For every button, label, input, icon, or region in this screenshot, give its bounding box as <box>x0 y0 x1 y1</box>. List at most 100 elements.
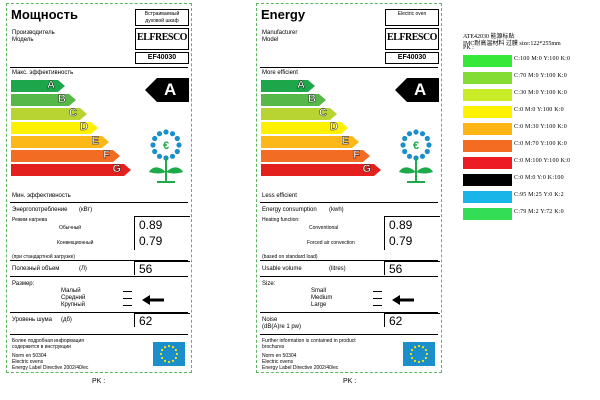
grade-arrow-d: D <box>11 122 98 134</box>
energy-unit: (kwh) <box>329 207 344 213</box>
standard-load-label: (при стандартной загрузке) <box>12 254 76 260</box>
spec-header: ATE42030 能源标贴 <box>463 34 515 40</box>
size-tick <box>123 305 132 306</box>
size-large-label: Large <box>311 302 327 308</box>
norm-text: Norm en 50304 <box>262 353 297 359</box>
model-label: Model <box>262 37 279 43</box>
conventional-label: Обычный <box>59 225 82 231</box>
divider <box>10 312 188 313</box>
cmyk-value: C:95 M:25 Y:0 K:2 <box>514 192 564 198</box>
grade-letter: E <box>341 135 349 147</box>
grade-letter: B <box>308 93 316 105</box>
size-tick <box>373 291 382 292</box>
noise-value-box <box>134 313 190 327</box>
size-medium-label: Medium <box>311 295 333 301</box>
divider <box>260 334 438 335</box>
eu-flag-icon <box>403 342 435 366</box>
eu-flag-icon <box>153 342 185 366</box>
size-small-label: Малый <box>61 288 81 294</box>
swatch-row: C:100 M:0 Y:100 K:0 <box>463 55 599 69</box>
caption-right: PK : <box>343 378 357 385</box>
energy-values-box <box>384 216 440 250</box>
size-tick <box>373 298 382 299</box>
less-efficient-text: Мин. эффективность <box>12 193 71 199</box>
noise-value-box <box>384 313 440 327</box>
noise-value: 62 <box>139 314 153 328</box>
swatch-row: C:0 M:0 Y:100 K:0 <box>463 106 599 120</box>
noise-unit: (dB(A)re 1 pw) <box>262 324 302 330</box>
grade-arrow-b: B <box>261 94 326 106</box>
swatch-row: C:70 M:0 Y:100 K:0 <box>463 72 599 86</box>
cmyk-value: C:30 M:0 Y:100 K:0 <box>514 90 567 96</box>
cmyk-value: C:0 M:100 Y:100 K:0 <box>514 158 571 164</box>
cmyk-value: C:100 M:0 Y:100 K:0 <box>514 56 571 62</box>
label-title: Energy <box>261 7 306 22</box>
energy-values-box <box>134 216 190 250</box>
spec-material: IMC耐高温材料 过膜 size:122*255mm <box>463 41 561 47</box>
model-label: Модель <box>12 37 34 43</box>
norm-subtext: Electric ovens <box>12 359 44 365</box>
volume-unit: (Л) <box>79 266 87 272</box>
swatch-row: C:0 M:30 Y:100 K:0 <box>463 123 599 137</box>
category-box: Встраиваемый духовой шкаф <box>135 9 189 26</box>
noise-label: Уровень шума <box>12 317 52 323</box>
directive-text: Energy Label Directive 2002/40/ec <box>12 365 89 371</box>
swatch-row: C:95 M:25 Y:0 K:2 <box>463 191 599 205</box>
grade-letter: F <box>103 149 110 161</box>
color-swatch <box>463 106 512 118</box>
grade-letter: E <box>91 135 99 147</box>
more-efficient-text: More efficient <box>262 70 298 76</box>
grade-letter: F <box>353 149 360 161</box>
class-letter: A <box>414 80 427 99</box>
size-tick <box>123 291 132 292</box>
energy-consumption-label: Energy consumption <box>262 207 317 213</box>
color-swatch <box>463 208 512 220</box>
divider <box>260 67 438 68</box>
size-label: Size: <box>262 281 276 287</box>
grade-letter: B <box>58 93 66 105</box>
size-medium-label: Средний <box>61 295 86 301</box>
color-swatch <box>463 157 512 169</box>
grade-arrow-d: D <box>261 122 348 134</box>
brand-logo: ELFRESCO <box>137 32 187 43</box>
class-indicator-arrow: A <box>145 78 189 102</box>
cmyk-value: C:70 M:0 Y:100 K:0 <box>514 73 567 79</box>
color-swatch <box>463 123 512 135</box>
size-arrow-icon <box>392 292 414 305</box>
divider <box>10 334 188 335</box>
category-box: Electric oven <box>385 9 439 26</box>
divider <box>260 276 438 277</box>
divider <box>10 202 188 203</box>
eco-flower-icon: € <box>143 128 189 186</box>
grade-arrow-g: G <box>11 164 131 176</box>
energy-label-russian: Мощность Производитель Модель Встраиваемый … <box>6 3 192 373</box>
forced-air-label: Конвекционный <box>57 240 94 246</box>
grade-arrow-c: C <box>261 108 337 120</box>
grade-arrow-b: B <box>11 94 76 106</box>
divider <box>260 202 438 203</box>
energy-conventional-value: 0.89 <box>389 218 413 232</box>
size-large-label: Крупный <box>61 302 85 308</box>
grade-arrow-a: A <box>11 80 65 92</box>
swatch-row: C:0 M:100 Y:100 K:0 <box>463 157 599 171</box>
swatch-row: C:0 M:0 Y:0 K:100 <box>463 174 599 188</box>
brand-logo: ELFRESCO <box>387 32 437 43</box>
grade-letter: G <box>112 163 121 175</box>
grade-arrow-e: E <box>261 136 359 148</box>
divider <box>260 260 438 261</box>
svg-text:€: € <box>413 140 419 152</box>
class-letter: A <box>164 80 177 99</box>
brand-logo-box: ELFRESCO <box>135 28 189 50</box>
volume-value: 56 <box>139 262 153 276</box>
further-info-text: Further information is contained in prod… <box>262 338 356 350</box>
grade-arrow-a: A <box>261 80 315 92</box>
energy-forced-value: 0.79 <box>139 234 163 248</box>
color-swatch <box>463 191 512 203</box>
forced-air-label: Forced air convection <box>307 240 355 246</box>
eco-flower-icon: € <box>393 128 439 186</box>
energy-unit: (кВт) <box>79 207 93 213</box>
size-tick <box>373 305 382 306</box>
grade-letter: C <box>319 107 327 119</box>
volume-value: 56 <box>389 262 403 276</box>
size-label: Размер: <box>12 281 35 287</box>
